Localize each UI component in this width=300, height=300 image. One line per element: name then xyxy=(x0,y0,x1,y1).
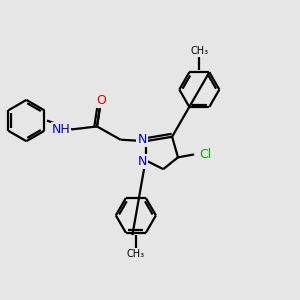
Text: CH₃: CH₃ xyxy=(190,46,208,56)
Text: N: N xyxy=(137,155,147,168)
Text: O: O xyxy=(97,94,106,107)
Text: N: N xyxy=(137,133,147,146)
Text: NH: NH xyxy=(52,123,70,136)
Text: Cl: Cl xyxy=(199,148,212,161)
Text: CH₃: CH₃ xyxy=(127,249,145,259)
